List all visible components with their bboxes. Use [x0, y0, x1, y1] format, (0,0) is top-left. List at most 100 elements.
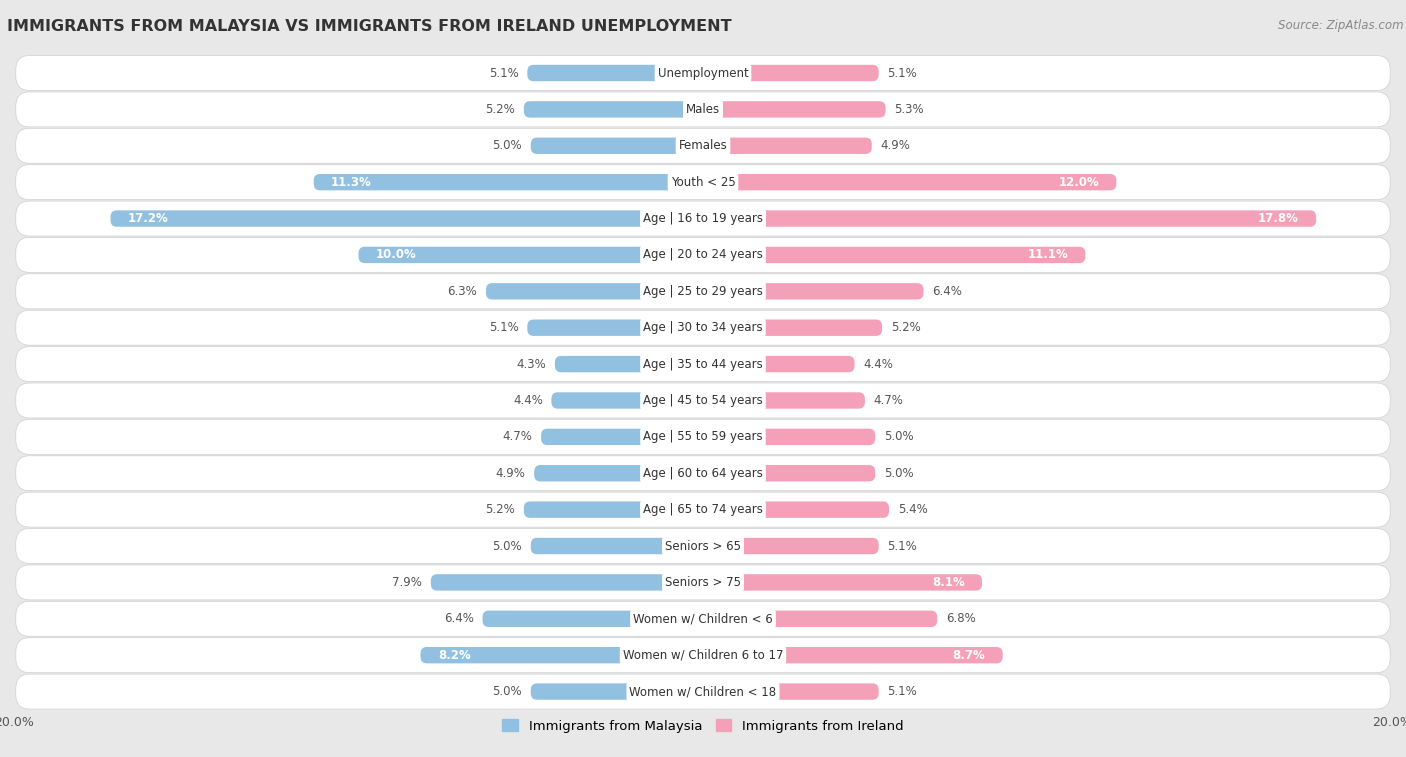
Text: Age | 20 to 24 years: Age | 20 to 24 years: [643, 248, 763, 261]
FancyBboxPatch shape: [15, 565, 1391, 600]
FancyBboxPatch shape: [15, 128, 1391, 164]
Text: Age | 35 to 44 years: Age | 35 to 44 years: [643, 357, 763, 371]
FancyBboxPatch shape: [703, 138, 872, 154]
FancyBboxPatch shape: [703, 465, 875, 481]
FancyBboxPatch shape: [111, 210, 703, 227]
FancyBboxPatch shape: [551, 392, 703, 409]
Text: 7.9%: 7.9%: [392, 576, 422, 589]
FancyBboxPatch shape: [359, 247, 703, 263]
Text: 5.0%: 5.0%: [884, 467, 914, 480]
Text: 5.0%: 5.0%: [492, 685, 522, 698]
FancyBboxPatch shape: [482, 611, 703, 627]
FancyBboxPatch shape: [15, 674, 1391, 709]
Text: Source: ZipAtlas.com: Source: ZipAtlas.com: [1278, 19, 1403, 32]
FancyBboxPatch shape: [15, 55, 1391, 91]
Text: 5.1%: 5.1%: [887, 540, 917, 553]
FancyBboxPatch shape: [531, 537, 703, 554]
Text: Age | 60 to 64 years: Age | 60 to 64 years: [643, 467, 763, 480]
FancyBboxPatch shape: [703, 501, 889, 518]
Text: 5.2%: 5.2%: [485, 103, 515, 116]
Text: 4.9%: 4.9%: [496, 467, 526, 480]
Text: IMMIGRANTS FROM MALAYSIA VS IMMIGRANTS FROM IRELAND UNEMPLOYMENT: IMMIGRANTS FROM MALAYSIA VS IMMIGRANTS F…: [7, 19, 731, 34]
FancyBboxPatch shape: [703, 247, 1085, 263]
FancyBboxPatch shape: [541, 428, 703, 445]
Text: Unemployment: Unemployment: [658, 67, 748, 79]
Text: 10.0%: 10.0%: [375, 248, 416, 261]
FancyBboxPatch shape: [703, 101, 886, 117]
FancyBboxPatch shape: [703, 283, 924, 300]
Text: 4.4%: 4.4%: [513, 394, 543, 407]
Text: 5.1%: 5.1%: [489, 321, 519, 334]
FancyBboxPatch shape: [703, 65, 879, 81]
Text: Age | 16 to 19 years: Age | 16 to 19 years: [643, 212, 763, 225]
Text: 4.4%: 4.4%: [863, 357, 893, 371]
Text: 6.8%: 6.8%: [946, 612, 976, 625]
Text: 4.3%: 4.3%: [516, 357, 547, 371]
FancyBboxPatch shape: [314, 174, 703, 190]
Text: 5.4%: 5.4%: [897, 503, 928, 516]
FancyBboxPatch shape: [15, 165, 1391, 200]
Text: 4.7%: 4.7%: [502, 431, 533, 444]
FancyBboxPatch shape: [524, 101, 703, 117]
FancyBboxPatch shape: [15, 310, 1391, 345]
Legend: Immigrants from Malaysia, Immigrants from Ireland: Immigrants from Malaysia, Immigrants fro…: [498, 714, 908, 738]
FancyBboxPatch shape: [15, 528, 1391, 563]
Text: Seniors > 75: Seniors > 75: [665, 576, 741, 589]
Text: 5.0%: 5.0%: [492, 139, 522, 152]
FancyBboxPatch shape: [420, 647, 703, 663]
Text: Males: Males: [686, 103, 720, 116]
Text: 8.7%: 8.7%: [953, 649, 986, 662]
FancyBboxPatch shape: [15, 92, 1391, 127]
Text: Youth < 25: Youth < 25: [671, 176, 735, 188]
Text: 5.1%: 5.1%: [489, 67, 519, 79]
Text: 11.1%: 11.1%: [1028, 248, 1069, 261]
Text: Women w/ Children < 18: Women w/ Children < 18: [630, 685, 776, 698]
FancyBboxPatch shape: [15, 347, 1391, 382]
FancyBboxPatch shape: [15, 274, 1391, 309]
Text: 17.8%: 17.8%: [1258, 212, 1299, 225]
Text: 5.3%: 5.3%: [894, 103, 924, 116]
Text: 4.7%: 4.7%: [873, 394, 904, 407]
FancyBboxPatch shape: [703, 319, 882, 336]
Text: 5.2%: 5.2%: [485, 503, 515, 516]
FancyBboxPatch shape: [703, 174, 1116, 190]
FancyBboxPatch shape: [15, 201, 1391, 236]
FancyBboxPatch shape: [703, 210, 1316, 227]
Text: Age | 55 to 59 years: Age | 55 to 59 years: [643, 431, 763, 444]
Text: 4.9%: 4.9%: [880, 139, 910, 152]
Text: Age | 25 to 29 years: Age | 25 to 29 years: [643, 285, 763, 298]
Text: 11.3%: 11.3%: [330, 176, 371, 188]
FancyBboxPatch shape: [527, 65, 703, 81]
Text: Seniors > 65: Seniors > 65: [665, 540, 741, 553]
FancyBboxPatch shape: [703, 575, 981, 590]
FancyBboxPatch shape: [703, 392, 865, 409]
Text: 8.1%: 8.1%: [932, 576, 965, 589]
Text: Age | 45 to 54 years: Age | 45 to 54 years: [643, 394, 763, 407]
FancyBboxPatch shape: [531, 684, 703, 699]
FancyBboxPatch shape: [703, 537, 879, 554]
Text: 5.0%: 5.0%: [492, 540, 522, 553]
FancyBboxPatch shape: [430, 575, 703, 590]
Text: Women w/ Children 6 to 17: Women w/ Children 6 to 17: [623, 649, 783, 662]
Text: 12.0%: 12.0%: [1059, 176, 1099, 188]
Text: 5.1%: 5.1%: [887, 685, 917, 698]
FancyBboxPatch shape: [703, 684, 879, 699]
Text: Age | 30 to 34 years: Age | 30 to 34 years: [643, 321, 763, 334]
Text: 5.1%: 5.1%: [887, 67, 917, 79]
FancyBboxPatch shape: [15, 238, 1391, 273]
Text: 17.2%: 17.2%: [128, 212, 169, 225]
FancyBboxPatch shape: [15, 456, 1391, 491]
FancyBboxPatch shape: [531, 138, 703, 154]
FancyBboxPatch shape: [703, 647, 1002, 663]
Text: 5.0%: 5.0%: [884, 431, 914, 444]
FancyBboxPatch shape: [524, 501, 703, 518]
FancyBboxPatch shape: [703, 611, 938, 627]
FancyBboxPatch shape: [527, 319, 703, 336]
Text: 6.4%: 6.4%: [444, 612, 474, 625]
FancyBboxPatch shape: [703, 428, 875, 445]
FancyBboxPatch shape: [15, 383, 1391, 418]
Text: 6.3%: 6.3%: [447, 285, 478, 298]
Text: Age | 65 to 74 years: Age | 65 to 74 years: [643, 503, 763, 516]
FancyBboxPatch shape: [15, 419, 1391, 454]
FancyBboxPatch shape: [703, 356, 855, 372]
